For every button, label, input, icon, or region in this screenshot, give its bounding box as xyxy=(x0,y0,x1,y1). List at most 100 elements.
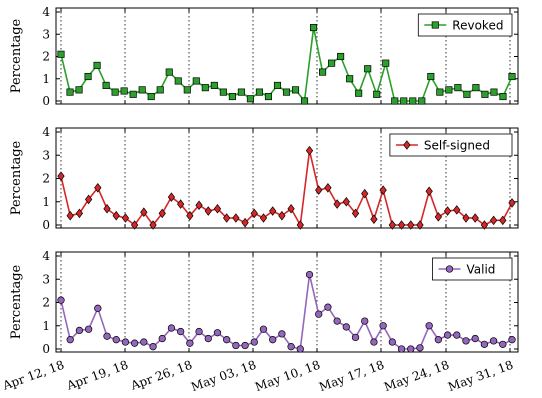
legend-box xyxy=(417,13,513,37)
data-point xyxy=(453,331,461,339)
data-point xyxy=(472,84,480,92)
data-point xyxy=(66,336,74,344)
data-point xyxy=(186,339,194,347)
data-point xyxy=(138,86,146,94)
data-point xyxy=(370,214,378,224)
data-point xyxy=(121,338,130,346)
data-point xyxy=(370,338,378,346)
data-point xyxy=(103,332,111,340)
data-point xyxy=(324,303,332,311)
data-point xyxy=(337,52,345,61)
legend-label: Valid xyxy=(467,263,496,277)
chart-panel-2: 0 1 2 3 4 Percentage Self-signed xyxy=(9,125,519,232)
data-point xyxy=(158,334,166,343)
x-tick-label: Apr 19, 18 xyxy=(64,358,130,393)
data-point xyxy=(84,325,93,333)
data-point xyxy=(57,171,65,181)
data-point xyxy=(204,206,212,216)
data-point xyxy=(250,338,258,346)
data-point xyxy=(499,215,507,226)
data-point xyxy=(480,340,489,349)
y-tick-label: 1 xyxy=(42,195,50,209)
legend-marker xyxy=(403,140,411,150)
data-point xyxy=(499,340,507,349)
chart-panel-1: 0 1 2 3 4 Percentage Revoked xyxy=(9,5,519,108)
data-point xyxy=(232,341,240,350)
legend-box xyxy=(389,133,513,157)
data-point xyxy=(489,337,498,345)
y-tick-label: 3 xyxy=(42,148,50,162)
data-point xyxy=(434,212,443,222)
data-point xyxy=(213,329,222,337)
data-point xyxy=(296,220,304,230)
y-tick-label: 3 xyxy=(42,27,50,41)
data-point xyxy=(409,97,417,105)
data-point xyxy=(232,213,240,223)
data-point xyxy=(425,186,433,197)
data-point xyxy=(278,330,286,338)
data-point xyxy=(508,198,516,208)
data-point xyxy=(140,338,148,346)
data-point xyxy=(250,208,258,219)
data-point xyxy=(443,206,452,216)
data-point xyxy=(237,88,245,96)
legend-marker xyxy=(445,265,454,273)
data-point xyxy=(361,188,369,199)
legend-marker xyxy=(431,21,439,29)
data-point xyxy=(66,210,74,221)
data-point xyxy=(328,59,336,67)
data-point xyxy=(167,324,176,332)
data-point xyxy=(75,86,83,94)
y-tick-label: 0 xyxy=(42,94,50,108)
data-point xyxy=(94,183,102,193)
data-point xyxy=(499,92,507,101)
data-point xyxy=(57,296,65,304)
data-point xyxy=(400,97,408,105)
data-point xyxy=(351,333,360,342)
y-tick-label: 1 xyxy=(42,72,50,86)
y-axis-label: Percentage xyxy=(9,264,24,339)
data-point xyxy=(195,200,203,211)
data-point xyxy=(269,206,277,216)
x-tick-label: May 10, 18 xyxy=(253,358,322,394)
data-point xyxy=(183,86,191,94)
legend: Valid xyxy=(432,257,513,281)
y-tick-label: 0 xyxy=(42,342,50,356)
data-point xyxy=(324,183,332,193)
data-point xyxy=(269,336,277,344)
data-point xyxy=(120,87,128,95)
data-point xyxy=(351,208,360,219)
data-point xyxy=(186,210,194,221)
data-point xyxy=(174,77,182,85)
series-line xyxy=(60,274,513,350)
data-point xyxy=(287,203,295,214)
data-point xyxy=(436,88,444,96)
data-point xyxy=(112,210,120,221)
data-point xyxy=(259,325,268,333)
y-axis-label: Percentage xyxy=(9,140,24,215)
data-point xyxy=(508,72,516,81)
data-point xyxy=(103,203,111,214)
data-point xyxy=(333,199,341,209)
data-point xyxy=(315,185,323,195)
data-point xyxy=(219,88,227,96)
data-point xyxy=(111,88,119,96)
data-point xyxy=(379,185,387,195)
data-point xyxy=(130,339,139,347)
data-point xyxy=(427,72,435,81)
data-point xyxy=(342,323,350,331)
data-point xyxy=(296,345,304,353)
data-point xyxy=(355,89,363,97)
data-point xyxy=(246,95,254,103)
x-tick-label: May 03, 18 xyxy=(189,358,258,394)
data-point xyxy=(223,213,231,223)
data-point xyxy=(310,24,318,32)
data-point xyxy=(388,220,396,230)
data-point xyxy=(149,343,157,351)
data-point xyxy=(201,84,209,92)
data-point xyxy=(84,194,93,205)
data-point xyxy=(346,75,354,83)
data-point xyxy=(471,334,479,343)
legend: Revoked xyxy=(417,13,513,37)
